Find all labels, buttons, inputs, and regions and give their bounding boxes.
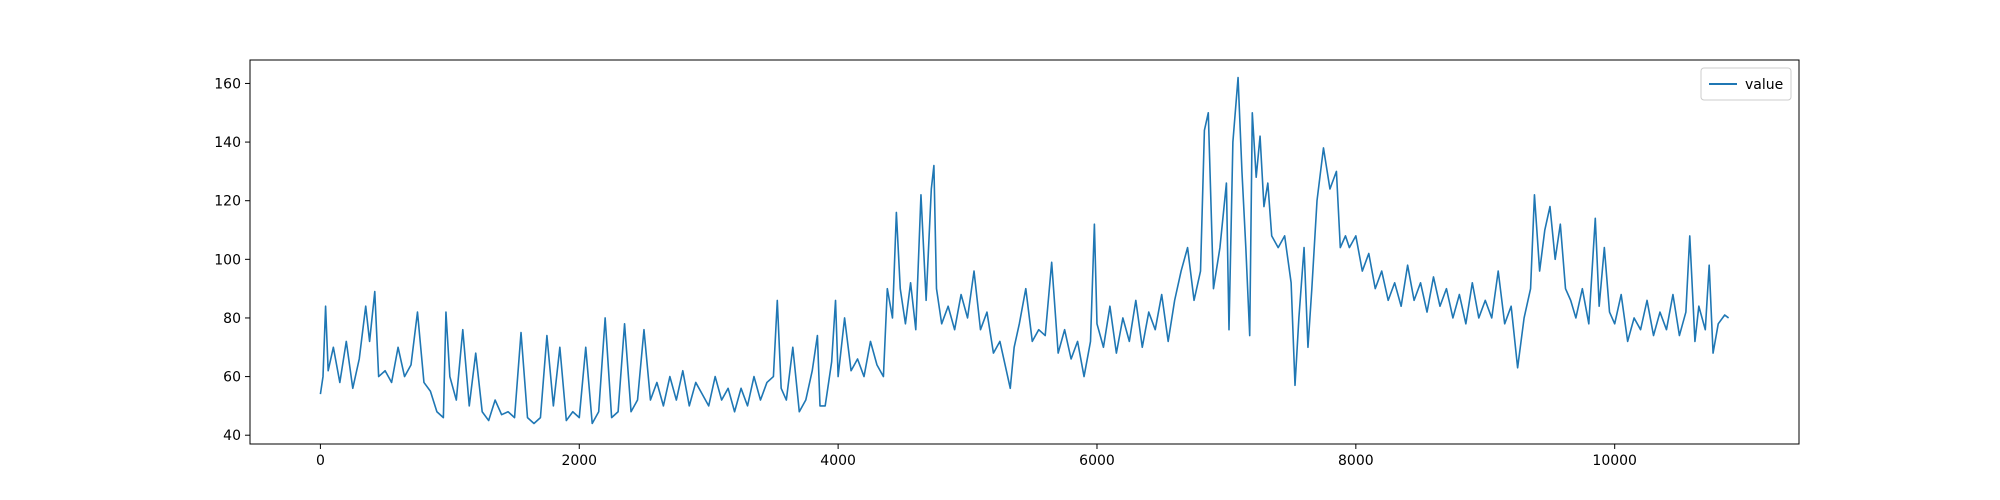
legend-box — [1700, 67, 1792, 101]
plot-frame — [249, 59, 1800, 445]
y-tick-label: 120 — [214, 194, 241, 210]
y-tick-label: 140 — [214, 135, 241, 151]
y-tick-label: 60 — [223, 370, 241, 386]
x-tick-label: 10000 — [1592, 453, 1637, 469]
y-tick-label: 160 — [214, 76, 241, 92]
x-tick-label: 0 — [316, 453, 325, 469]
x-tick-label: 8000 — [1338, 453, 1374, 469]
legend-label: value — [1745, 77, 1783, 93]
line-series — [319, 76, 1730, 425]
x-tick-label: 2000 — [561, 453, 597, 469]
y-tick-label: 100 — [214, 252, 241, 268]
y-tick-label: 80 — [223, 311, 241, 327]
x-tick-label: 6000 — [1079, 453, 1115, 469]
y-tick-label: 40 — [223, 428, 241, 444]
x-tick-label: 4000 — [820, 453, 856, 469]
